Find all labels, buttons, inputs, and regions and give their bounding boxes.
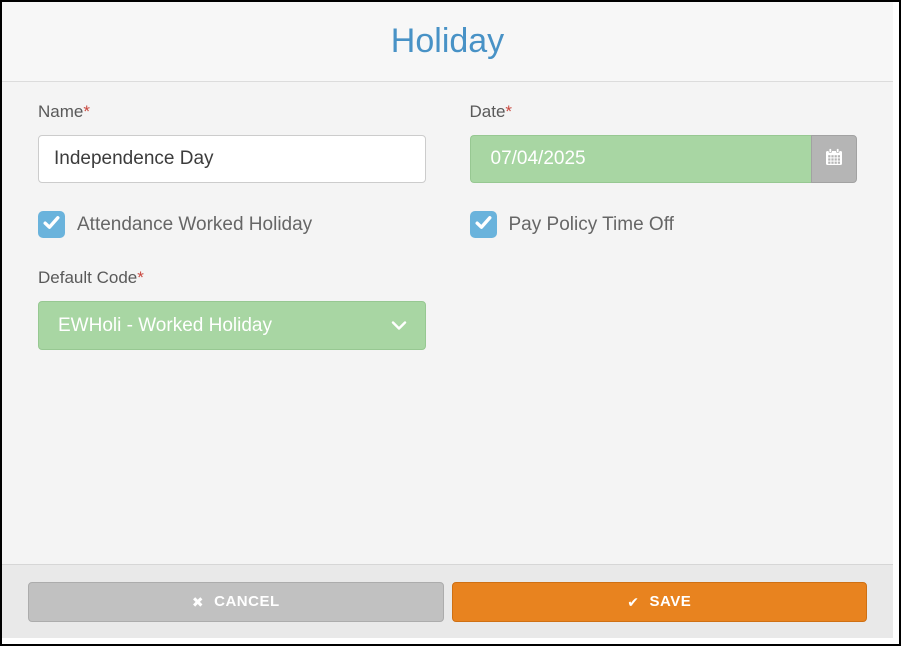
pay-policy-time-off-row: Pay Policy Time Off xyxy=(469,211,858,238)
default-code-field-group: Default Code* EWHoli - Worked Holiday xyxy=(38,268,426,350)
name-field-group: Name* xyxy=(38,102,426,183)
default-code-label-text: Default Code xyxy=(38,268,138,287)
cancel-button-label: CANCEL xyxy=(214,593,280,610)
date-input[interactable] xyxy=(469,135,811,183)
name-label-text: Name xyxy=(38,102,84,121)
cancel-button[interactable]: ✖ CANCEL xyxy=(28,581,444,622)
default-code-label: Default Code* xyxy=(38,268,426,288)
save-button-label: SAVE xyxy=(649,593,692,610)
default-code-select[interactable]: EWHoli - Worked Holiday xyxy=(38,301,426,350)
attendance-worked-holiday-checkbox[interactable] xyxy=(38,211,65,238)
pay-policy-time-off-checkbox[interactable] xyxy=(469,211,497,238)
save-button[interactable]: ✔ SAVE xyxy=(451,581,867,622)
dialog-body: Name* Date* xyxy=(2,82,893,564)
name-required-star: * xyxy=(83,102,90,121)
name-input[interactable] xyxy=(38,135,426,183)
check-icon xyxy=(474,213,493,237)
holiday-dialog: Holiday Name* Date* xyxy=(2,2,893,638)
check-icon: ✔ xyxy=(627,593,640,610)
x-icon: ✖ xyxy=(191,593,205,610)
date-picker-button[interactable] xyxy=(811,135,857,183)
pay-policy-time-off-label[interactable]: Pay Policy Time Off xyxy=(508,213,674,235)
dialog-footer: ✖ CANCEL ✔ SAVE xyxy=(2,564,893,638)
chevron-down-icon xyxy=(391,315,407,337)
page-title: Holiday xyxy=(390,22,505,60)
check-icon xyxy=(42,213,61,237)
date-label-text: Date xyxy=(469,102,506,121)
default-code-selected-value: EWHoli - Worked Holiday xyxy=(58,314,272,336)
name-label: Name* xyxy=(38,102,426,122)
date-required-star: * xyxy=(505,102,513,121)
attendance-worked-holiday-row: Attendance Worked Holiday xyxy=(38,211,426,238)
dialog-header: Holiday xyxy=(2,2,893,82)
date-label: Date* xyxy=(470,102,858,122)
date-input-group xyxy=(469,135,857,183)
spacer-cell xyxy=(470,238,858,350)
attendance-worked-holiday-label[interactable]: Attendance Worked Holiday xyxy=(77,213,313,235)
default-code-required-star: * xyxy=(137,268,144,287)
date-field-group: Date* xyxy=(469,102,858,183)
calendar-icon xyxy=(824,147,844,172)
